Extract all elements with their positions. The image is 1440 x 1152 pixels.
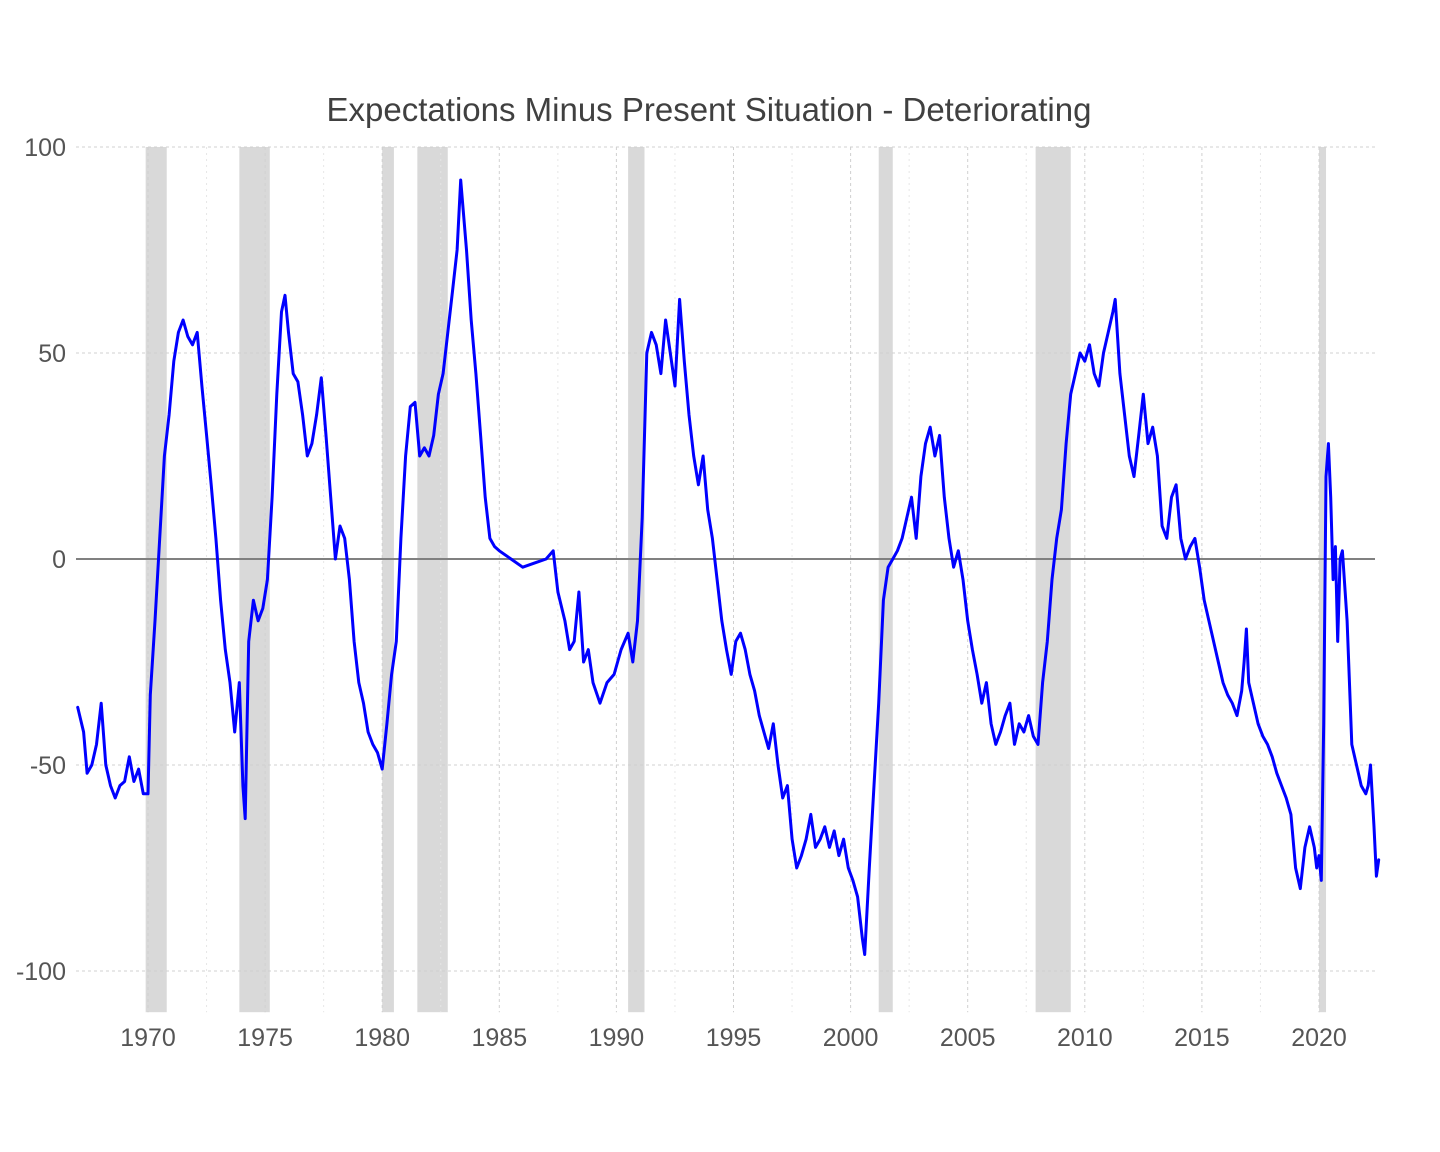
recession-band-7 xyxy=(1319,147,1327,1013)
x-axis-ticks: 1970 1975 1980 1985 1990 1995 2000 2005 2010 2015… xyxy=(120,1024,1347,1052)
recession-band-2 xyxy=(382,147,394,1013)
y-tick-label: -50 xyxy=(30,752,66,780)
recession-bands xyxy=(145,147,1327,1013)
x-tick-label: 1995 xyxy=(706,1024,762,1052)
recession-band-4 xyxy=(628,147,645,1013)
series-line-0 xyxy=(76,178,1381,956)
x-tick-label: 1990 xyxy=(589,1024,645,1052)
y-tick-label: 100 xyxy=(24,134,66,162)
x-tick-label: 1985 xyxy=(471,1024,527,1052)
chart-title: Expectations Minus Present Situation - D… xyxy=(327,91,1092,128)
x-tick-label: 2020 xyxy=(1291,1024,1347,1052)
x-tick-label: 1970 xyxy=(120,1024,176,1052)
x-tick-label: 2005 xyxy=(940,1024,996,1052)
grid-lines xyxy=(76,146,1375,1013)
x-tick-label: 2015 xyxy=(1174,1024,1230,1052)
series-line-layer xyxy=(76,178,1381,956)
x-tick-label: 1980 xyxy=(354,1024,410,1052)
x-tick-label: 2000 xyxy=(823,1024,879,1052)
y-tick-label: 50 xyxy=(38,340,66,368)
x-tick-label: 2010 xyxy=(1057,1024,1113,1052)
recession-band-3 xyxy=(417,147,448,1013)
x-tick-label: 1975 xyxy=(237,1024,293,1052)
y-axis-ticks: 100 50 0 -50 -100 xyxy=(16,134,66,986)
y-tick-label: -100 xyxy=(16,958,66,986)
y-tick-label: 0 xyxy=(52,546,66,574)
